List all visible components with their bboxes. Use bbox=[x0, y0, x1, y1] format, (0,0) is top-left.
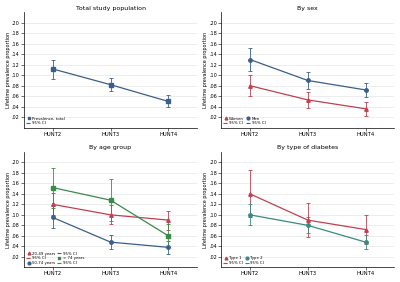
Title: By age group: By age group bbox=[90, 145, 132, 150]
Legend: Prevalence, total, 95% CI: Prevalence, total, 95% CI bbox=[26, 116, 65, 126]
Title: By type of diabetes: By type of diabetes bbox=[277, 145, 338, 150]
Title: Total study population: Total study population bbox=[76, 6, 146, 10]
Legend: Women, 95% CI, Men, 95% CI: Women, 95% CI, Men, 95% CI bbox=[223, 116, 266, 126]
Title: By sex: By sex bbox=[297, 6, 318, 10]
Y-axis label: Lifetime prevalence proportion: Lifetime prevalence proportion bbox=[6, 32, 10, 108]
Legend: 20-49 years, 95% CI, 50-74 years, 95% CI, > 74 years, 95% CI: 20-49 years, 95% CI, 50-74 years, 95% CI… bbox=[26, 251, 84, 265]
Y-axis label: Lifetime prevalence proportion: Lifetime prevalence proportion bbox=[6, 171, 10, 248]
Y-axis label: Lifetime prevalence proportion: Lifetime prevalence proportion bbox=[203, 171, 208, 248]
Y-axis label: Lifetime prevalence proportion: Lifetime prevalence proportion bbox=[203, 32, 208, 108]
Legend: Type 1, 95% CI, Type 2, 95% CI: Type 1, 95% CI, Type 2, 95% CI bbox=[223, 256, 264, 265]
